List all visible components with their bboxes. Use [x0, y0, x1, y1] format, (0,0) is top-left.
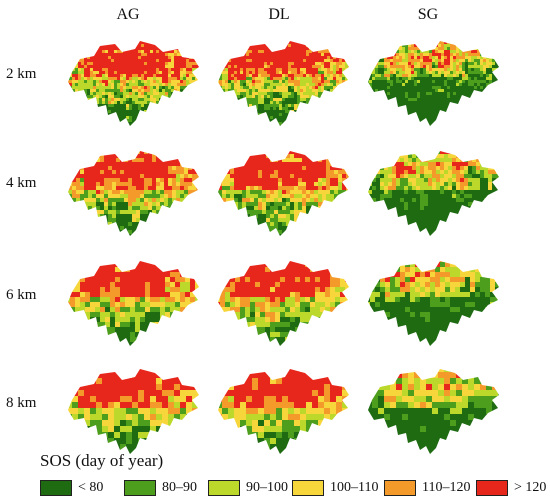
- column-label-ag: AG: [116, 6, 140, 23]
- legend-swatch-110-120: [384, 480, 416, 496]
- map-raster: [68, 369, 199, 454]
- sos-map-sg-2km: [360, 32, 510, 132]
- column-label-sg: SG: [417, 6, 439, 23]
- legend: < 80 80–90 90–100 100–110 110–120 > 120: [40, 478, 550, 500]
- map-raster: [218, 151, 349, 236]
- map-raster: [68, 261, 199, 346]
- column-label-dl: DL: [268, 6, 290, 23]
- row-label-6km: 6 km: [6, 287, 37, 303]
- sos-map-ag-6km: [60, 252, 210, 352]
- legend-item-100-110: 100–110: [292, 478, 378, 498]
- map-raster: [368, 261, 499, 346]
- legend-label-110-120: 110–120: [422, 480, 471, 495]
- sos-map-sg-6km: [360, 252, 510, 352]
- row-label-4km: 4 km: [6, 175, 37, 191]
- legend-title: SOS (day of year): [40, 451, 164, 470]
- sos-map-ag-4km: [60, 142, 210, 242]
- sos-map-ag-2km: [60, 32, 210, 132]
- sos-map-sg-8km: [360, 360, 510, 460]
- sos-map-dl-8km: [210, 360, 360, 460]
- legend-item-gt120: > 120: [476, 478, 546, 498]
- map-raster: [68, 151, 199, 236]
- legend-swatch-100-110: [292, 480, 324, 496]
- legend-swatch-80-90: [124, 480, 156, 496]
- sos-map-dl-2km: [210, 32, 360, 132]
- legend-swatch-90-100: [208, 480, 240, 496]
- legend-label-100-110: 100–110: [330, 480, 379, 495]
- sos-map-dl-6km: [210, 252, 360, 352]
- row-label-2km: 2 km: [6, 66, 37, 82]
- legend-label-gt120: > 120: [514, 480, 547, 495]
- legend-swatch-lt80: [40, 480, 72, 496]
- row-label-8km: 8 km: [6, 395, 37, 411]
- legend-swatch-gt120: [476, 480, 508, 496]
- map-raster: [368, 41, 499, 126]
- sos-map-dl-4km: [210, 142, 360, 242]
- sos-map-sg-4km: [360, 142, 510, 242]
- map-raster: [218, 261, 349, 346]
- map-raster: [368, 369, 499, 454]
- legend-item-80-90: 80–90: [124, 478, 197, 498]
- sos-map-ag-8km: [60, 360, 210, 460]
- legend-label-lt80: < 80: [78, 480, 104, 495]
- map-raster: [68, 41, 199, 126]
- legend-label-90-100: 90–100: [246, 480, 288, 495]
- legend-item-110-120: 110–120: [384, 478, 470, 498]
- map-raster: [218, 369, 349, 454]
- legend-item-lt80: < 80: [40, 478, 103, 498]
- map-raster: [218, 41, 349, 126]
- map-raster: [368, 151, 499, 236]
- legend-item-90-100: 90–100: [208, 478, 288, 498]
- legend-label-80-90: 80–90: [162, 480, 197, 495]
